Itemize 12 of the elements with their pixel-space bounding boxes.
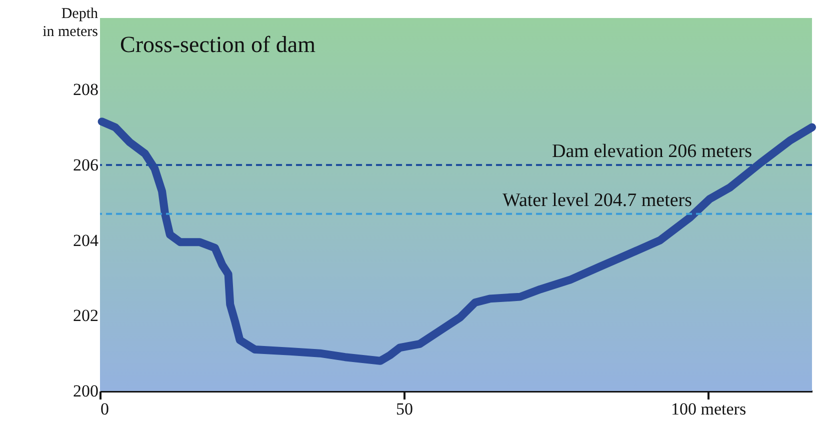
ref-line-label: Water level 204.7 meters: [502, 190, 692, 211]
y-axis-title: Depth in meters: [42, 6, 98, 40]
text: Cross-section of dam: [120, 32, 316, 57]
ref-line-label: Dam elevation 206 meters: [552, 140, 752, 162]
x-tick-label: 50: [396, 400, 414, 418]
y-tick-label: 204: [73, 230, 99, 250]
y-tick-label: 202: [73, 306, 98, 326]
x-tick-label: 100 meters: [670, 400, 746, 418]
x-tick-label: 0: [100, 400, 109, 418]
y-tick-label: 206: [73, 155, 98, 174]
y-tick-label: 208: [73, 80, 98, 100]
y-tick-label: 200: [73, 382, 98, 400]
